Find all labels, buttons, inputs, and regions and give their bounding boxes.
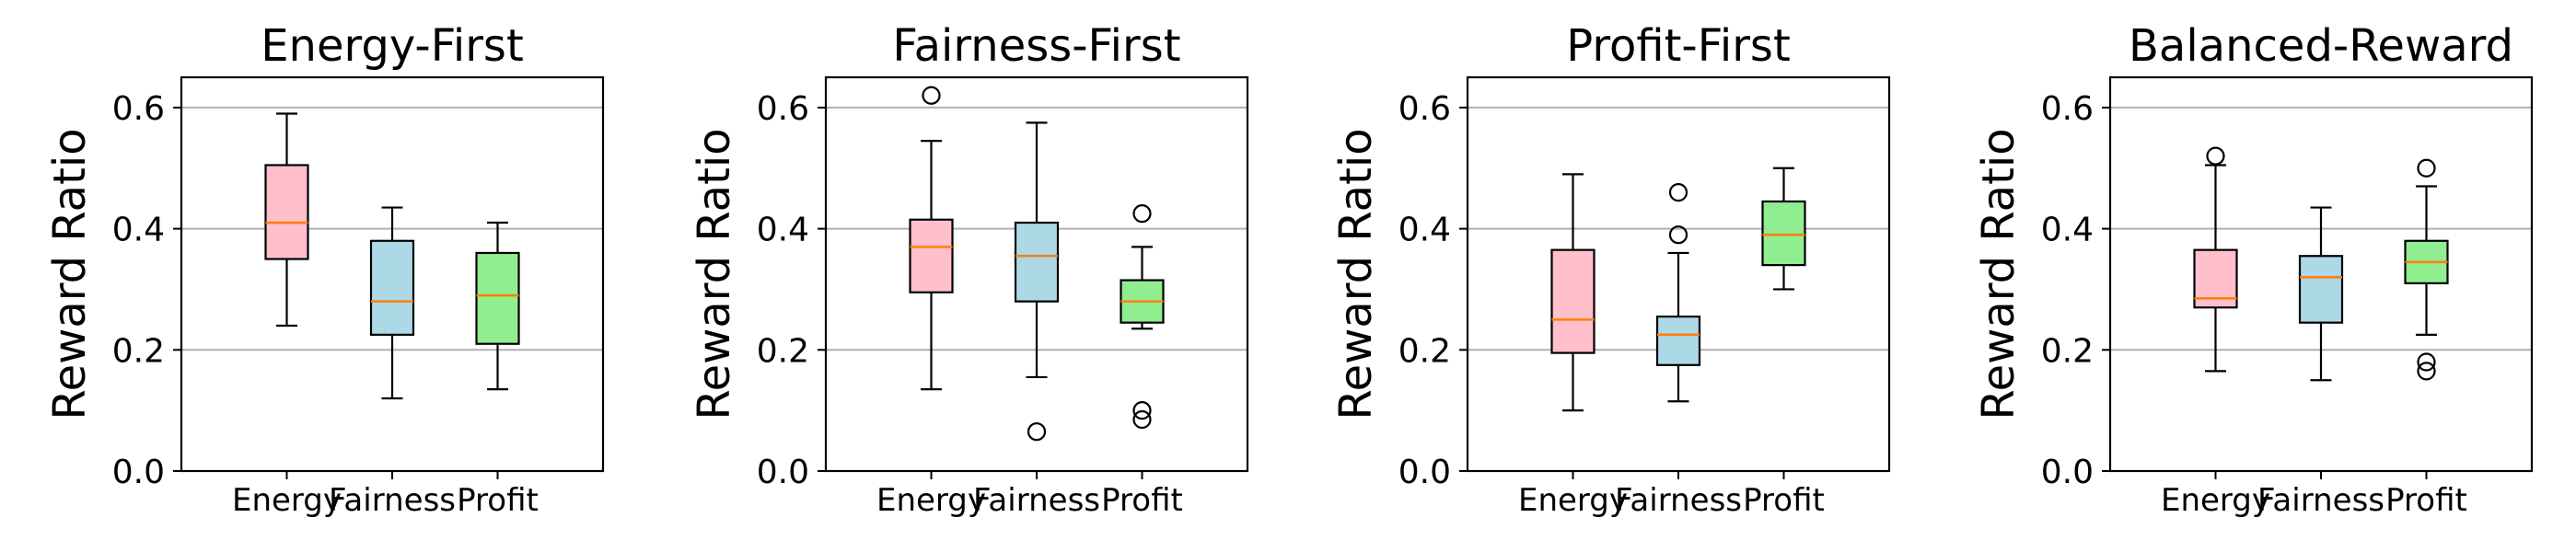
box-body xyxy=(909,218,954,293)
x-tick-label: Energy xyxy=(1518,482,1628,519)
box-body xyxy=(2298,255,2344,324)
outlier-point xyxy=(2417,158,2436,178)
box-body xyxy=(1761,200,1806,267)
x-tick-label: Energy xyxy=(232,482,342,519)
outlier-point xyxy=(2417,362,2436,381)
box-energy xyxy=(264,112,309,328)
box-fairness xyxy=(2298,206,2344,382)
y-tick-label: 0.0 xyxy=(1398,454,1451,491)
y-tick-label: 0.4 xyxy=(1398,212,1451,249)
y-tick-label: 0.0 xyxy=(757,454,809,491)
x-tick-label: Profit xyxy=(1743,482,1825,519)
box-energy xyxy=(1550,173,1595,412)
box-body xyxy=(475,251,520,345)
outlier-point xyxy=(1132,204,1152,224)
x-tick-label: Profit xyxy=(1101,482,1183,519)
y-tick-label: 0.6 xyxy=(757,90,809,128)
y-tick-label: 0.0 xyxy=(112,454,165,491)
box-body xyxy=(1655,315,1701,366)
x-tick-label: Fairness xyxy=(2257,482,2385,519)
outlier-point xyxy=(2206,146,2225,166)
x-tick-label: Energy xyxy=(876,482,986,519)
outlier-point xyxy=(1668,183,1688,202)
box-body xyxy=(369,239,415,336)
chart-title: Balanced-Reward xyxy=(2129,20,2513,72)
y-tick-label: 0.2 xyxy=(757,332,809,370)
outlier-point xyxy=(922,86,941,105)
box-fairness xyxy=(369,206,415,400)
box-fairness xyxy=(1655,183,1701,403)
box-fairness xyxy=(1014,121,1060,442)
box-profit xyxy=(1761,167,1806,291)
y-tick-label: 0.4 xyxy=(112,212,165,249)
box-body xyxy=(1014,221,1060,303)
box-body xyxy=(264,164,309,260)
y-tick-label: 0.2 xyxy=(2041,332,2094,370)
y-axis-label: Reward Ratio xyxy=(1330,128,1382,420)
chart-title: Energy-First xyxy=(261,20,524,72)
outlier-point xyxy=(1027,422,1047,442)
outlier-point xyxy=(2417,352,2436,372)
y-tick-label: 0.4 xyxy=(757,212,809,249)
outlier-point xyxy=(1668,225,1688,245)
y-tick-label: 0.4 xyxy=(2041,212,2094,249)
x-tick-label: Profit xyxy=(457,482,539,519)
box-profit xyxy=(2404,158,2449,381)
box-profit xyxy=(475,221,520,391)
y-tick-label: 0.0 xyxy=(2041,454,2094,491)
box-body xyxy=(1550,248,1595,354)
y-axis-label: Reward Ratio xyxy=(689,128,740,420)
outlier-point xyxy=(1132,409,1152,430)
y-tick-label: 0.6 xyxy=(112,90,165,128)
y-tick-label: 0.2 xyxy=(1398,332,1451,370)
x-tick-label: Fairness xyxy=(1615,482,1742,519)
outlier-point xyxy=(1132,401,1152,420)
y-tick-label: 0.6 xyxy=(1398,90,1451,128)
x-tick-label: Profit xyxy=(2385,482,2467,519)
x-tick-label: Fairness xyxy=(329,482,456,519)
y-tick-label: 0.2 xyxy=(112,332,165,370)
y-axis-label: Reward Ratio xyxy=(1973,128,2025,420)
box-profit xyxy=(1120,204,1165,430)
x-tick-label: Energy xyxy=(2161,482,2270,519)
y-tick-label: 0.6 xyxy=(2041,90,2094,128)
box-energy xyxy=(909,86,954,391)
x-tick-label: Fairness xyxy=(973,482,1100,519)
y-axis-label: Reward Ratio xyxy=(44,128,96,420)
box-energy xyxy=(2193,146,2238,373)
chart-title: Profit-First xyxy=(1566,20,1791,72)
chart-title: Fairness-First xyxy=(892,20,1180,72)
